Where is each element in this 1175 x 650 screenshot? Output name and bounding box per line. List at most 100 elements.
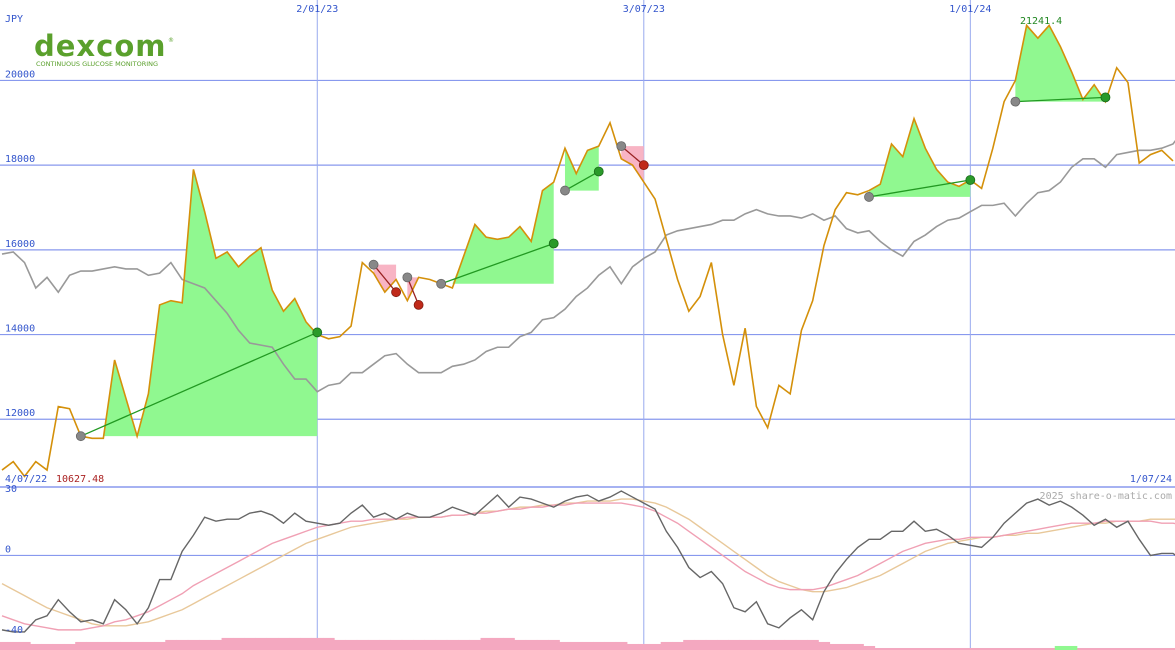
- trade-entry-dot: [436, 278, 447, 289]
- histogram-bar: [525, 639, 538, 650]
- histogram-bar: [784, 639, 797, 650]
- start-date-label: 4/07/22: [5, 474, 47, 485]
- histogram-bar: [885, 647, 898, 650]
- logo-tagline: CONTINUOUS GLUCOSE MONITORING: [36, 60, 158, 68]
- histogram-bar: [120, 641, 132, 650]
- histogram-bar: [807, 639, 819, 650]
- trade-area: [80, 169, 318, 437]
- histogram-bar: [244, 637, 256, 650]
- histogram-bar: [412, 639, 425, 650]
- histogram-bar: [345, 639, 358, 650]
- histogram-bar: [322, 637, 335, 650]
- trade-entry-dot: [75, 431, 86, 442]
- histogram-bar: [491, 637, 504, 650]
- histogram-bar: [503, 637, 515, 650]
- histogram-bar: [97, 641, 110, 650]
- trade-lines: [75, 92, 1111, 442]
- histogram-bar: [334, 639, 346, 650]
- min-price-label: 10627.48: [56, 474, 104, 485]
- currency-label: JPY: [5, 14, 23, 25]
- date-tick-label: 2/01/23: [296, 4, 338, 15]
- trade-connector: [1015, 96, 1106, 103]
- price-series-line: [1, 140, 1175, 393]
- histogram-bar: [390, 639, 403, 650]
- histogram-bar: [469, 639, 482, 650]
- date-tick-label: 3/07/23: [623, 4, 665, 15]
- histogram-bar: [919, 647, 932, 650]
- histogram-bar: [897, 647, 909, 650]
- histogram-bar: [1111, 647, 1123, 650]
- histogram-bar: [739, 639, 752, 650]
- histogram-bar: [829, 643, 842, 650]
- histogram-bar: [1122, 647, 1135, 650]
- histogram-bar: [1032, 647, 1045, 650]
- end-date-label: 1/07/24: [1130, 474, 1172, 485]
- histogram-bar-green: [1054, 645, 1078, 650]
- histogram-bar: [7, 641, 20, 650]
- trade-entry-dot: [616, 141, 627, 152]
- histogram-bar: [154, 641, 166, 650]
- trade-exit-dot: [312, 327, 323, 338]
- histogram-bar: [199, 639, 211, 650]
- histogram-bar: [142, 641, 155, 650]
- histogram-bar: [716, 639, 729, 650]
- histogram-bar: [728, 639, 741, 650]
- histogram-bar: [660, 641, 673, 650]
- histogram-bar: [514, 639, 527, 650]
- histogram-bar: [953, 647, 966, 650]
- histogram-bar: [1156, 647, 1168, 650]
- histogram-bar: [367, 639, 380, 650]
- histogram-bar: [255, 637, 268, 650]
- trade-entry-dot: [368, 259, 379, 270]
- histogram-bar: [1020, 647, 1033, 650]
- histogram-bar: [30, 643, 42, 650]
- trade-entry-dot: [1010, 96, 1021, 107]
- trade-connector: [440, 242, 554, 285]
- histogram-bar: [773, 639, 786, 650]
- histogram-bar: [626, 643, 639, 650]
- indicator-tick-label: 0: [5, 544, 11, 555]
- histogram-bar: [300, 637, 313, 650]
- histogram-bar: [18, 641, 31, 650]
- trade-exit-dot: [638, 160, 649, 171]
- histogram-bar: [221, 637, 234, 650]
- histogram-bar: [458, 639, 470, 650]
- trade-connector: [868, 179, 971, 198]
- trade-connector: [564, 170, 600, 192]
- trade-connector: [406, 277, 420, 306]
- histogram-bar: [908, 647, 921, 650]
- indicator-tick-label: 30: [5, 484, 17, 495]
- histogram-bar: [762, 639, 774, 650]
- date-tick-label: 1/01/24: [949, 4, 991, 15]
- histogram-bar: [1099, 647, 1112, 650]
- histogram-bar: [1133, 647, 1146, 650]
- trade-exit-dot: [548, 238, 559, 249]
- histogram-bar: [964, 647, 977, 650]
- histogram-bar: [1088, 647, 1101, 650]
- histogram-bar: [604, 641, 617, 650]
- histogram-bar: [840, 643, 853, 650]
- histogram-bar: [536, 639, 549, 650]
- histogram-bar: [795, 639, 808, 650]
- histogram-bar: [593, 641, 605, 650]
- histogram-bar: [41, 643, 54, 650]
- histogram-bar: [649, 643, 662, 650]
- histogram-bar: [942, 647, 954, 650]
- trade-entry-dot: [402, 272, 413, 283]
- histogram-bar: [187, 639, 200, 650]
- trade-area: [564, 146, 599, 191]
- histogram-bar: [750, 639, 763, 650]
- histogram-bar: [570, 641, 583, 650]
- histogram-bar: [379, 639, 391, 650]
- histogram-bar: [277, 637, 290, 650]
- histogram-bar: [1144, 647, 1157, 650]
- histogram-bar: [52, 643, 65, 650]
- trade-connector: [80, 331, 318, 437]
- indicator-lines: [1, 490, 1175, 633]
- histogram-bar: [852, 643, 864, 650]
- trade-area: [441, 182, 554, 284]
- histogram-bar: [0, 641, 9, 650]
- price-series-line: [1, 23, 1174, 478]
- histogram-bar: [289, 637, 301, 650]
